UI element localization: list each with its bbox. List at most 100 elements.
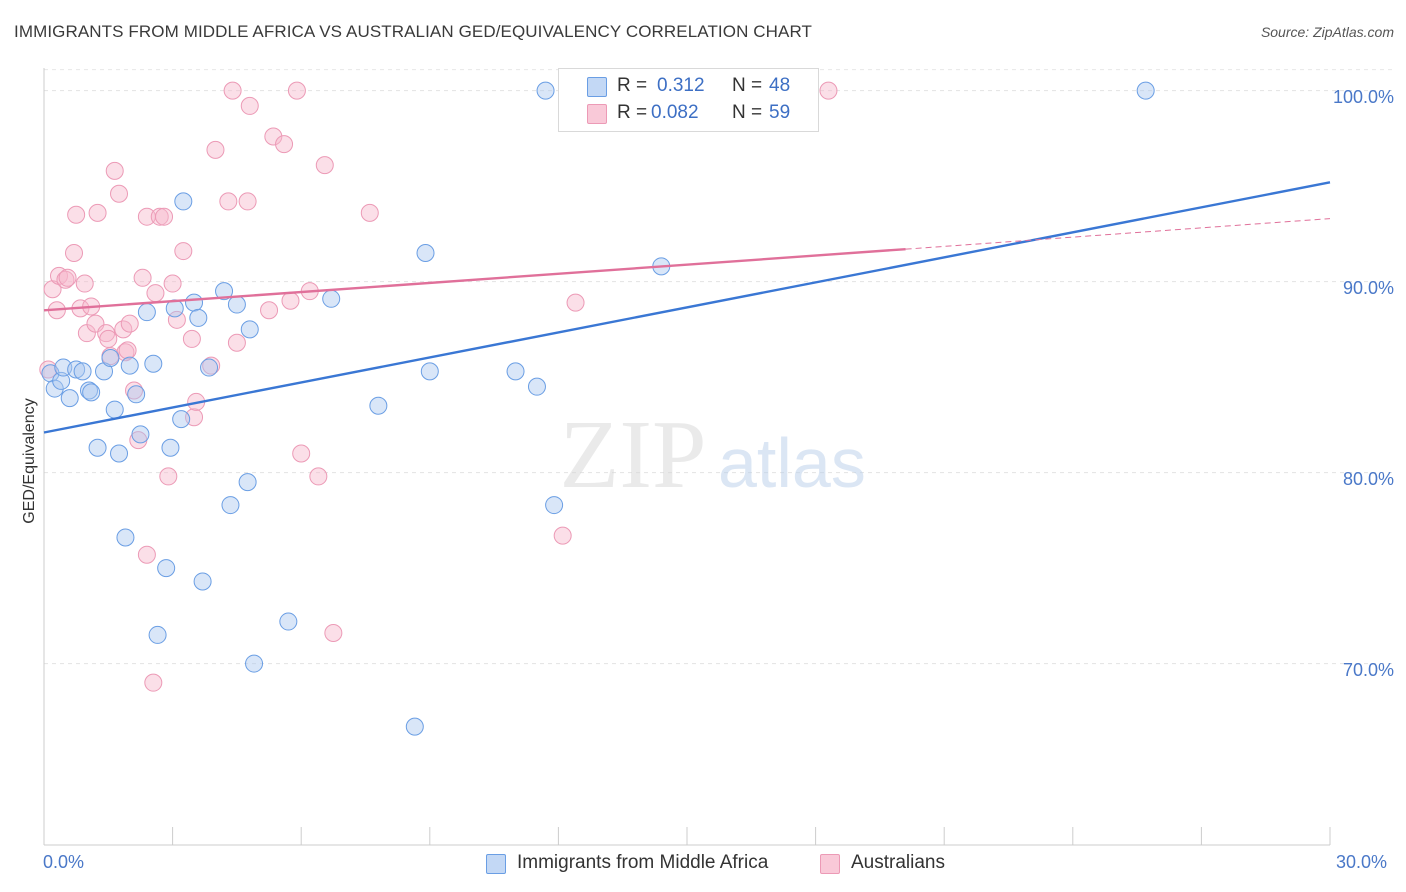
data-point: [536, 81, 555, 100]
data-point: [118, 341, 137, 360]
data-point: [281, 291, 300, 310]
legend-label: Australians: [851, 852, 945, 873]
data-point: [120, 314, 139, 333]
chart-title: IMMIGRANTS FROM MIDDLE AFRICA VS AUSTRAL…: [14, 22, 813, 41]
data-point: [200, 358, 219, 377]
data-point: [238, 192, 257, 211]
data-point: [105, 400, 124, 419]
data-point: [150, 207, 169, 226]
data-point: [110, 444, 129, 463]
data-point: [144, 673, 163, 692]
data-point: [82, 383, 101, 402]
data-point: [174, 242, 193, 261]
data-point: [260, 301, 279, 320]
data-point: [369, 396, 388, 415]
data-point: [219, 192, 238, 211]
data-point: [146, 284, 165, 303]
y-tick-label: 100.0%: [1332, 87, 1394, 107]
data-point: [240, 96, 259, 115]
data-point: [144, 354, 163, 373]
data-point: [189, 308, 208, 327]
legend-swatch-pink: [587, 104, 607, 124]
data-point: [553, 526, 572, 545]
legend-r-value: 0.312: [657, 75, 705, 96]
data-point: [221, 496, 240, 515]
watermark-zip: ZIP: [560, 401, 707, 509]
trend-lines: [43, 181, 1331, 434]
data-point: [405, 717, 424, 736]
x-tick-label: 30.0%: [1336, 852, 1388, 872]
data-point: [819, 81, 838, 100]
y-axis-label: GED/Equivalency: [21, 398, 38, 524]
data-point: [275, 135, 294, 154]
watermark-atlas: atlas: [718, 424, 866, 502]
data-point: [157, 559, 176, 578]
data-point: [182, 329, 201, 348]
data-point: [206, 140, 225, 159]
data-point: [148, 625, 167, 644]
legend-swatch-blue: [486, 854, 506, 874]
data-point: [65, 243, 84, 262]
legend-swatch-blue: [587, 77, 607, 97]
data-point: [309, 467, 328, 486]
data-point: [120, 356, 139, 375]
series-middle-africa: [41, 81, 1155, 736]
data-point: [360, 203, 379, 222]
correlation-legend: R = 0.312 N = 48 R = 0.082 N = 59: [558, 68, 819, 132]
data-point: [527, 377, 546, 396]
legend-n-key: N =: [732, 102, 763, 123]
data-point: [163, 274, 182, 293]
data-point: [227, 333, 246, 352]
data-point: [545, 496, 564, 515]
data-point: [131, 425, 150, 444]
data-point: [227, 295, 246, 314]
data-point: [137, 303, 156, 322]
data-point: [161, 438, 180, 457]
data-point: [167, 310, 186, 329]
legend-swatch-pink: [820, 854, 840, 874]
data-point: [88, 438, 107, 457]
data-point: [506, 362, 525, 381]
axes: [43, 68, 1331, 846]
data-point: [67, 360, 86, 379]
data-point: [292, 444, 311, 463]
data-point: [116, 528, 135, 547]
data-point: [240, 320, 259, 339]
data-point: [193, 572, 212, 591]
y-tick-label: 80.0%: [1342, 469, 1394, 489]
data-point: [137, 545, 156, 564]
data-point: [127, 385, 146, 404]
data-point: [324, 624, 343, 643]
legend-r-key: R =: [617, 75, 648, 96]
data-point: [287, 81, 306, 100]
data-point: [155, 207, 174, 226]
data-point: [566, 293, 585, 312]
data-point: [105, 161, 124, 180]
data-point: [1136, 81, 1155, 100]
legend-label: Immigrants from Middle Africa: [517, 852, 769, 873]
data-point: [60, 389, 79, 408]
data-point: [322, 289, 341, 308]
data-point: [73, 362, 92, 381]
data-point: [88, 203, 107, 222]
y-tick-label: 70.0%: [1342, 660, 1394, 680]
data-point: [315, 156, 334, 175]
data-point: [45, 379, 64, 398]
data-point: [133, 268, 152, 287]
data-point: [75, 274, 94, 293]
data-point: [420, 362, 439, 381]
data-point: [215, 282, 234, 301]
trend-line-extension: [905, 218, 1331, 250]
data-point: [159, 467, 178, 486]
trend-line: [43, 181, 1331, 434]
data-point: [174, 192, 193, 211]
legend-n-value: 59: [769, 102, 791, 123]
data-point: [416, 243, 435, 262]
legend-n-value: 48: [769, 75, 791, 96]
data-point: [172, 410, 191, 429]
data-point: [264, 127, 283, 146]
series-australians: [39, 81, 838, 692]
data-point: [67, 205, 86, 224]
y-tick-label: 90.0%: [1342, 278, 1394, 298]
data-point: [223, 81, 242, 100]
